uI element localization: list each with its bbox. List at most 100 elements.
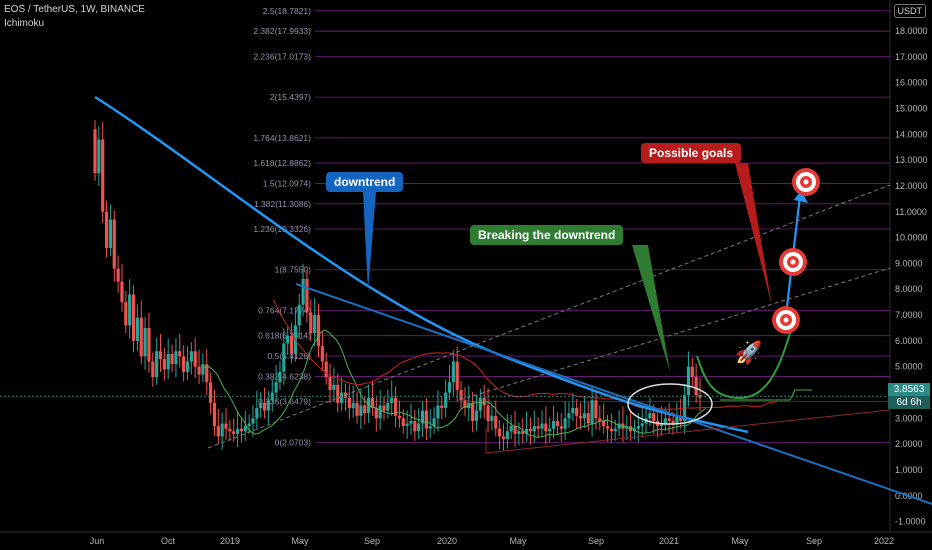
candle-body: [124, 302, 128, 326]
candle-body: [455, 361, 459, 390]
candle-body: [135, 317, 139, 341]
candle-body: [301, 278, 305, 305]
candle-body: [93, 129, 97, 174]
candle-body: [536, 426, 540, 429]
candle-body: [259, 402, 263, 409]
fib-level-label: 0.236(3.6479): [258, 397, 311, 407]
candle-body: [328, 377, 332, 390]
candle-body: [578, 415, 583, 419]
fib-level-label: 1.5(12.0974): [263, 178, 311, 188]
candle-body: [528, 428, 533, 432]
x-tick-label: Oct: [161, 536, 176, 546]
candle-body: [232, 431, 236, 434]
candle-body: [336, 384, 340, 403]
breakout-ellipse: [627, 383, 713, 425]
candle-body: [613, 428, 617, 432]
candle-body: [482, 397, 486, 406]
candle-body: [97, 139, 101, 174]
candle-body: [316, 315, 321, 347]
candle-body: [679, 415, 683, 421]
candle-body: [305, 278, 309, 313]
y-tick-label: 8.0000: [895, 284, 923, 294]
candle-body: [486, 405, 490, 421]
x-tick-label: Sep: [806, 536, 822, 546]
y-tick-label: 16.0000: [895, 78, 928, 88]
candle-body: [397, 415, 402, 419]
fib-level-label: 2.382(17.9933): [253, 26, 311, 36]
x-tick-label: Sep: [364, 536, 380, 546]
candle-body: [251, 418, 255, 424]
candle-body: [390, 397, 394, 403]
candle-body: [274, 382, 278, 393]
y-tick-label: 1.0000: [895, 465, 923, 475]
fib-level-label: 1.618(12.8862): [253, 158, 311, 168]
candle-body: [586, 413, 590, 424]
candle-body: [193, 351, 197, 367]
candle-body: [116, 268, 120, 282]
candle-body: [474, 410, 479, 421]
fib-level-label: 1(8.7550): [275, 265, 312, 275]
candle-body: [663, 418, 667, 424]
candle-body: [255, 408, 259, 419]
candle-body: [112, 219, 116, 269]
rocket-icon: 🚀: [735, 340, 763, 365]
goals-callout: Possible goals: [641, 143, 742, 163]
candle-body: [101, 139, 105, 212]
candle-body: [671, 420, 675, 424]
candle-body: [567, 413, 571, 419]
x-tick-label: May: [731, 536, 749, 546]
candle-body: [228, 428, 232, 432]
candle-body: [224, 423, 228, 429]
candle-body: [278, 371, 282, 383]
candle-body: [247, 423, 251, 427]
symbol-title: EOS / TetherUS, 1W, BINANCE: [4, 4, 145, 15]
candle-body: [189, 351, 193, 362]
candle-body: [147, 327, 151, 362]
goals-pointer: [735, 163, 772, 306]
candle-body: [239, 428, 244, 432]
candle-body: [347, 397, 351, 409]
x-tick-label: 2019: [220, 536, 240, 546]
candle-body: [235, 428, 240, 434]
candle-body: [428, 426, 432, 429]
candle-body: [289, 335, 294, 354]
fib-level-label: 0(2.0703): [275, 437, 312, 447]
x-tick-label: 2020: [437, 536, 457, 546]
candle-body: [351, 402, 355, 409]
candle-body: [548, 428, 552, 432]
candle-body: [359, 405, 363, 416]
candle-body: [602, 420, 606, 427]
candle-body: [309, 312, 313, 334]
y-tick-label: 2.0000: [895, 439, 923, 449]
x-tick-label: Jun: [90, 536, 105, 546]
candle-body: [120, 281, 124, 303]
channel-line-mid: [459, 267, 891, 401]
candle-body: [216, 426, 220, 437]
target-icon: [783, 317, 789, 323]
candle-body: [478, 397, 482, 411]
candle-body: [694, 377, 698, 396]
candle-body: [212, 402, 217, 427]
breaking-pointer: [632, 245, 670, 372]
x-tick-label: May: [509, 536, 527, 546]
y-tick-label: 18.0000: [895, 26, 928, 36]
y-tick-label: 14.0000: [895, 129, 928, 139]
candle-body: [494, 415, 498, 429]
fib-level-label: 2.236(17.0173): [253, 51, 311, 61]
candle-body: [667, 418, 671, 421]
candle-body: [139, 317, 143, 357]
fib-level-label: 0.764(7.1774): [258, 305, 311, 315]
candle-body: [636, 426, 640, 429]
indicator-label[interactable]: Ichimoku: [4, 18, 45, 29]
fib-level-label: 0.5(5.4126): [268, 351, 312, 361]
x-tick-label: May: [291, 536, 309, 546]
candle-body: [297, 304, 301, 326]
candle-body: [517, 431, 521, 434]
candle-body: [143, 327, 147, 357]
candle-body: [509, 426, 513, 432]
currency-badge[interactable]: USDT: [893, 4, 926, 18]
downtrend-line: [295, 283, 932, 505]
candle-body: [501, 436, 506, 440]
candle-body: [594, 400, 598, 419]
